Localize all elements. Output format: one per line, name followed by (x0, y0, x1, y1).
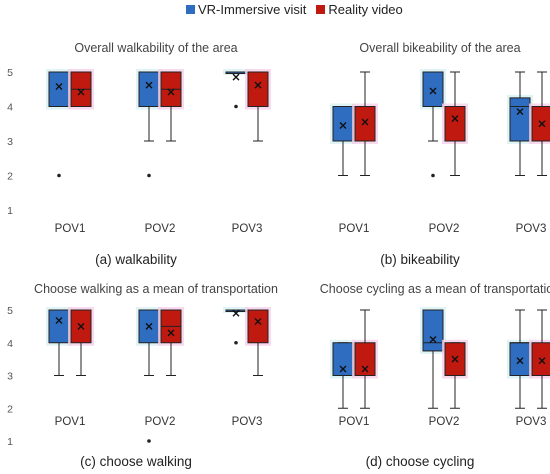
chart-2-vr-pov2-mean-marker (145, 322, 153, 330)
chart-0-category-pov1: POV1 (55, 223, 86, 235)
chart-3-reality-pov2-mean-marker (451, 355, 459, 363)
chart-2-reality-pov3-mean-marker (254, 317, 262, 325)
chart-2-category-pov1: POV1 (55, 416, 86, 428)
chart-1-category-pov3: POV3 (516, 223, 547, 235)
legend: VR-Immersive visit Reality video (186, 2, 403, 17)
chart-3-reality-pov1-box (354, 342, 376, 376)
chart-2-ytick-1: 1 (7, 436, 13, 448)
legend-item-vr: VR-Immersive visit (186, 2, 306, 17)
chart-0-vr-pov3-mean-marker (232, 73, 240, 81)
legend-label-reality: Reality video (328, 2, 403, 17)
chart-1-vr-pov1-box (332, 106, 354, 142)
chart-0-vr-pov3-outlier-0 (234, 104, 238, 109)
chart-0-category-pov2: POV2 (145, 223, 176, 235)
chart-3-vr-pov1-mean-marker (339, 365, 347, 373)
chart-2-vr-pov2-outlier-0 (147, 439, 151, 443)
chart-1-vr-pov3-mean-marker (516, 108, 524, 116)
chart-1-title: Overall bikeability of the area (359, 41, 520, 55)
chart-3-caption: (d) choose cycling (366, 454, 475, 469)
chart-1-reality-pov2-box (444, 106, 466, 142)
legend-label-vr: VR-Immersive visit (198, 2, 307, 17)
chart-2-vr-pov1-mean-marker (55, 316, 63, 324)
chart-2-reality-pov1-mean-marker (77, 322, 85, 330)
chart-0-ytick-5: 5 (7, 67, 13, 79)
chart-0-title: Overall walkability of the area (74, 41, 237, 55)
chart-0-vr-pov2-box (138, 71, 160, 107)
chart-0-reality-pov3-mean-marker (254, 81, 262, 89)
chart-2-title: Choose walking as a mean of transportati… (34, 282, 278, 296)
chart-0-category-pov3: POV3 (232, 223, 263, 235)
chart-1-vr-pov2-mean-marker (429, 87, 437, 95)
chart-1-reality-pov3-box (531, 106, 550, 142)
chart-3-reality-pov3-mean-marker (538, 357, 546, 365)
chart-0-caption: (a) walkability (95, 252, 177, 267)
chart-3-vr-pov2-box (422, 309, 444, 352)
chart-0-ytick-1: 1 (7, 205, 13, 217)
chart-3-vr-pov3-box (509, 342, 531, 376)
chart-1-category-pov1: POV1 (339, 223, 370, 235)
chart-1-vr-pov2-outlier-0 (431, 173, 435, 178)
chart-1-vr-pov2-box (422, 71, 444, 107)
chart-3-reality-pov1-mean-marker (361, 365, 369, 373)
chart-3-vr-pov3-mean-marker (516, 357, 524, 365)
chart-3-category-pov2: POV2 (429, 416, 460, 428)
chart-2-category-pov2: POV2 (145, 416, 176, 428)
chart-2-vr-pov3-mean-marker (232, 309, 240, 317)
chart-0-vr-pov1-box (48, 71, 70, 107)
chart-2-ytick-3: 3 (7, 371, 13, 383)
chart-2-ytick-4: 4 (7, 338, 13, 350)
chart-1-category-pov2: POV2 (429, 223, 460, 235)
chart-2-reality-pov3-box (247, 309, 269, 344)
chart-1-reality-pov2-mean-marker (451, 115, 459, 123)
legend-swatch-reality (316, 5, 326, 14)
chart-3-vr-pov1-box (332, 342, 354, 376)
chart-1-vr-pov3-box (509, 97, 531, 142)
chart-3-vr-pov2-mean-marker (429, 335, 437, 343)
chart-1-reality-pov3-mean-marker (538, 120, 546, 128)
chart-3-category-pov1: POV1 (339, 416, 370, 428)
chart-2-category-pov3: POV3 (232, 416, 263, 428)
chart-1-caption: (b) bikeability (380, 252, 460, 267)
chart-2-caption: (c) choose walking (80, 454, 192, 469)
chart-0-ytick-3: 3 (7, 136, 13, 148)
legend-swatch-vr (186, 5, 195, 14)
chart-0-vr-pov2-outlier-0 (147, 173, 151, 178)
chart-1-reality-pov1-mean-marker (361, 118, 369, 126)
chart-2-reality-pov2-mean-marker (167, 329, 175, 337)
chart-0-ytick-4: 4 (7, 102, 13, 114)
chart-0-reality-pov3-box (247, 71, 269, 107)
chart-3-title: Choose cycling as a mean of transportati… (320, 282, 550, 296)
chart-0-vr-pov1-mean-marker (55, 82, 63, 90)
chart-0-vr-pov1-outlier-0 (57, 173, 61, 178)
chart-1-reality-pov1-box (354, 106, 376, 142)
legend-item-reality: Reality video (316, 2, 403, 17)
chart-0-ytick-2: 2 (7, 171, 13, 183)
chart-0-vr-pov2-mean-marker (145, 81, 153, 89)
chart-2-ytick-5: 5 (7, 305, 13, 317)
chart-2-ytick-2: 2 (7, 403, 13, 415)
chart-0-reality-pov2-mean-marker (167, 88, 175, 96)
chart-2-vr-pov1-box (48, 309, 70, 344)
chart-3-category-pov3: POV3 (516, 416, 547, 428)
chart-2-vr-pov3-outlier-0 (234, 340, 238, 345)
chart-1-vr-pov1-mean-marker (339, 121, 347, 129)
chart-0-reality-pov1-mean-marker (77, 88, 85, 96)
